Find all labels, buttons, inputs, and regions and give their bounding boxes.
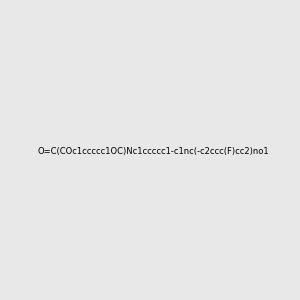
Text: O=C(COc1ccccc1OC)Nc1ccccc1-c1nc(-c2ccc(F)cc2)no1: O=C(COc1ccccc1OC)Nc1ccccc1-c1nc(-c2ccc(F… <box>38 147 270 156</box>
